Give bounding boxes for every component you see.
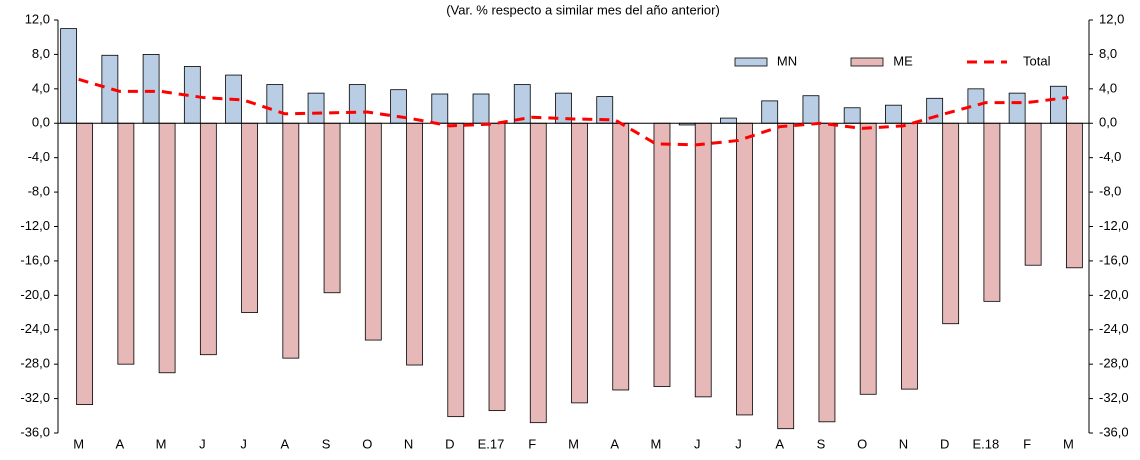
bar [266,84,284,124]
x-tick-label: D [940,436,949,451]
bar [653,122,671,387]
x-tick-label: N [404,436,413,451]
x-tick-label: M [568,436,579,451]
bar [472,93,490,124]
y2-tick-label: 4,0 [1099,80,1117,95]
x-tick-label: M [1063,436,1074,451]
y2-tick-label: -16,0 [1099,252,1129,267]
bar [777,122,795,430]
bar [859,122,877,395]
x-tick-label: E.18 [973,436,1000,451]
bar [241,122,258,313]
y-tick-label: -36,0 [20,424,50,439]
bar [571,122,588,404]
bar [1008,92,1026,124]
bar [199,122,217,356]
legend-label: MN [777,53,797,68]
x-tick-label: A [280,436,289,451]
bar [142,54,160,124]
bar [720,117,737,124]
y-tick-label: -8,0 [28,184,50,199]
bar [307,92,325,124]
y-tick-label: -20,0 [20,287,50,302]
y-tick-label: -12,0 [20,218,50,233]
y-tick-label: -28,0 [20,356,50,371]
legend-swatch [850,57,884,67]
bar [843,107,861,124]
bar [406,122,423,366]
bar [364,122,382,341]
x-tick-label: D [445,436,454,451]
x-tick-label: M [651,436,662,451]
bar [1049,85,1067,124]
y-tick-label: 12,0 [25,11,50,26]
y-tick-label: -16,0 [20,252,50,267]
x-tick-label: J [240,436,247,451]
legend-swatch [734,57,768,67]
bar [488,122,506,412]
bar [736,122,753,416]
bar [694,122,712,398]
y-tick-label: -32,0 [20,390,50,405]
bar [282,122,300,359]
bar [802,95,820,124]
x-tick-label: N [899,436,908,451]
x-tick-label: J [735,436,742,451]
bar [60,28,78,124]
y2-tick-label: -36,0 [1099,424,1129,439]
y-tick-label: 0,0 [32,115,50,130]
y-tick-label: -4,0 [28,149,50,164]
y2-tick-label: -4,0 [1099,149,1121,164]
legend-label: Total [1023,53,1051,68]
x-tick-label: M [156,436,167,451]
y2-tick-label: -12,0 [1099,218,1129,233]
x-tick-label: J [199,436,206,451]
x-tick-label: S [322,436,331,451]
bar [1065,122,1083,269]
bar [431,93,449,124]
x-tick-label: O [362,436,372,451]
chart-subtitle: (Var. % respecto a similar mes del año a… [446,2,720,17]
bar [818,122,836,423]
x-tick-label: F [1023,436,1031,451]
bar [447,122,465,418]
bar [1024,122,1042,266]
bar [529,122,547,424]
y2-tick-label: 12,0 [1099,11,1124,26]
legend-label: ME [893,53,913,68]
bar [942,122,960,325]
x-tick-label: M [73,436,84,451]
y2-tick-label: 0,0 [1099,115,1117,130]
y2-tick-label: -28,0 [1099,356,1129,371]
bar [612,122,630,391]
x-tick-label: O [857,436,867,451]
bar [323,122,341,294]
x-tick-label: A [775,436,784,451]
y2-tick-label: -32,0 [1099,390,1129,405]
y2-tick-label: -24,0 [1099,321,1129,336]
bar [76,122,94,406]
y-tick-label: -24,0 [20,321,50,336]
bar [885,104,902,124]
x-tick-label: S [817,436,826,451]
line-series [78,77,1069,147]
bar [158,122,176,374]
bar [901,122,918,390]
y2-tick-label: -20,0 [1099,287,1129,302]
bar [348,84,366,124]
y2-tick-label: 8,0 [1099,46,1117,61]
bar [117,122,135,365]
y2-tick-label: -8,0 [1099,184,1121,199]
x-tick-label: A [116,436,125,451]
x-tick-label: A [610,436,619,451]
y-tick-label: 8,0 [32,46,50,61]
bar [983,122,1001,302]
x-tick-label: F [528,436,536,451]
x-tick-label: E.17 [478,436,505,451]
bar [761,100,779,124]
x-tick-label: J [694,436,701,451]
y-tick-label: 4,0 [32,80,50,95]
